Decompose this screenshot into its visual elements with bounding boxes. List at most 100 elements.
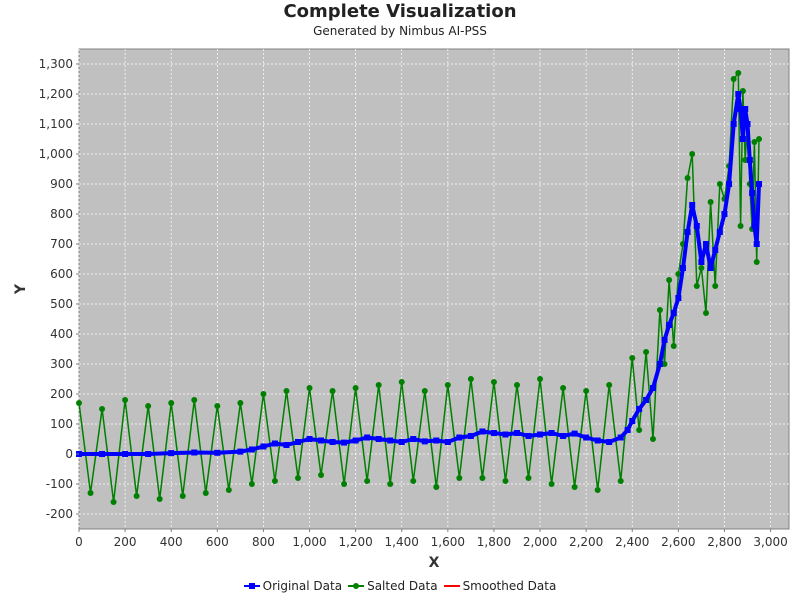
original-data-point (260, 443, 267, 450)
salted-data-point (670, 343, 677, 349)
original-data-point (248, 446, 255, 453)
salted-data-point (684, 175, 691, 181)
original-data-point (456, 434, 463, 441)
y-tick-label: 100 (50, 417, 73, 431)
y-tick-label: 500 (50, 297, 73, 311)
legend-item: Original Data (243, 579, 343, 593)
x-tick-label: 1,600 (431, 535, 465, 549)
salted-data-point (341, 481, 348, 487)
salted-data-point (656, 307, 663, 313)
original-data-point (375, 436, 382, 442)
original-data-point (364, 434, 371, 441)
salted-data-point (433, 484, 440, 490)
original-data-point (716, 229, 723, 235)
salted-data-point (248, 481, 255, 487)
original-data-point (751, 223, 758, 229)
original-data-point (712, 247, 719, 253)
y-tick-label: 1,200 (39, 87, 73, 101)
x-tick-label: 1,200 (338, 535, 372, 549)
original-data-point (656, 361, 663, 367)
original-data-point (433, 437, 440, 444)
original-data-point (329, 439, 336, 445)
salted-data-point (99, 406, 106, 412)
y-tick-label: 800 (50, 207, 73, 221)
salted-data-point (703, 310, 710, 316)
x-tick-label: 0 (75, 535, 83, 549)
y-axis-label: Y (13, 283, 29, 295)
salted-data-point (260, 391, 267, 397)
salted-data-point (168, 400, 175, 406)
x-tick-label: 1,400 (385, 535, 419, 549)
salted-data-point (283, 388, 290, 394)
original-data-point (398, 439, 405, 445)
original-data-point (560, 433, 567, 439)
salted-data-point (583, 388, 590, 394)
legend-swatch (348, 583, 365, 589)
original-data-point (707, 265, 714, 271)
salted-data-point (410, 478, 417, 484)
salted-data-point (698, 265, 705, 271)
salted-data-point (649, 436, 656, 442)
salted-data-point (737, 223, 744, 229)
salted-data-point (122, 397, 129, 403)
original-data-point (294, 439, 301, 445)
y-tick-label: 400 (50, 327, 73, 341)
salted-data-point (537, 376, 544, 382)
y-tick-label: 900 (50, 177, 73, 191)
original-data-point (744, 121, 751, 127)
original-data-point (318, 437, 325, 444)
y-tick-label: 1,300 (39, 57, 73, 71)
x-axis-label: X (429, 555, 440, 571)
original-data-point (214, 449, 221, 456)
x-tick-label: 2,800 (707, 535, 741, 549)
salted-data-point (739, 88, 746, 94)
salted-data-point (490, 379, 497, 385)
salted-data-point (456, 475, 463, 481)
y-tick-label: 300 (50, 357, 73, 371)
x-tick-label: 1,000 (292, 535, 326, 549)
salted-data-point (375, 382, 382, 388)
salted-data-point (525, 475, 532, 481)
salted-data-point (110, 499, 117, 505)
salted-data-point (352, 385, 359, 391)
legend-label: Original Data (262, 579, 343, 593)
salted-data-point (156, 496, 163, 502)
original-data-point (571, 430, 578, 437)
original-data-point (352, 437, 359, 444)
salted-data-point (364, 478, 371, 484)
legend-label: Smoothed Data (462, 579, 557, 593)
y-tick-label: -200 (46, 507, 73, 521)
salted-data-point (661, 361, 668, 367)
x-tick-label: 2,200 (569, 535, 603, 549)
salted-data-point (689, 151, 696, 157)
original-data-point (237, 448, 244, 455)
original-data-point (479, 428, 486, 435)
salted-data-point (191, 397, 198, 403)
salted-data-point (716, 181, 723, 187)
salted-data-point (753, 259, 760, 265)
original-data-point (749, 190, 756, 196)
salted-data-point (730, 76, 737, 82)
x-tick-label: 400 (160, 535, 183, 549)
salted-data-point (387, 481, 394, 487)
original-data-point (583, 434, 590, 441)
original-data-point (703, 241, 710, 247)
salted-data-point (76, 400, 82, 406)
original-data-point (666, 322, 673, 328)
original-data-point (698, 259, 705, 265)
y-tick-label: 1,000 (39, 147, 73, 161)
original-data-point (679, 265, 686, 271)
original-data-point (145, 451, 152, 457)
x-tick-label: 600 (206, 535, 229, 549)
original-data-point (735, 91, 742, 97)
x-tick-label: 1,800 (477, 535, 511, 549)
salted-data-point (502, 478, 509, 484)
salted-data-point (271, 478, 278, 484)
x-tick-label: 800 (252, 535, 275, 549)
original-data-point (421, 438, 428, 445)
salted-data-point (707, 199, 714, 205)
original-data-point (490, 430, 497, 436)
salted-data-point (606, 382, 613, 388)
salted-data-point (202, 490, 209, 496)
